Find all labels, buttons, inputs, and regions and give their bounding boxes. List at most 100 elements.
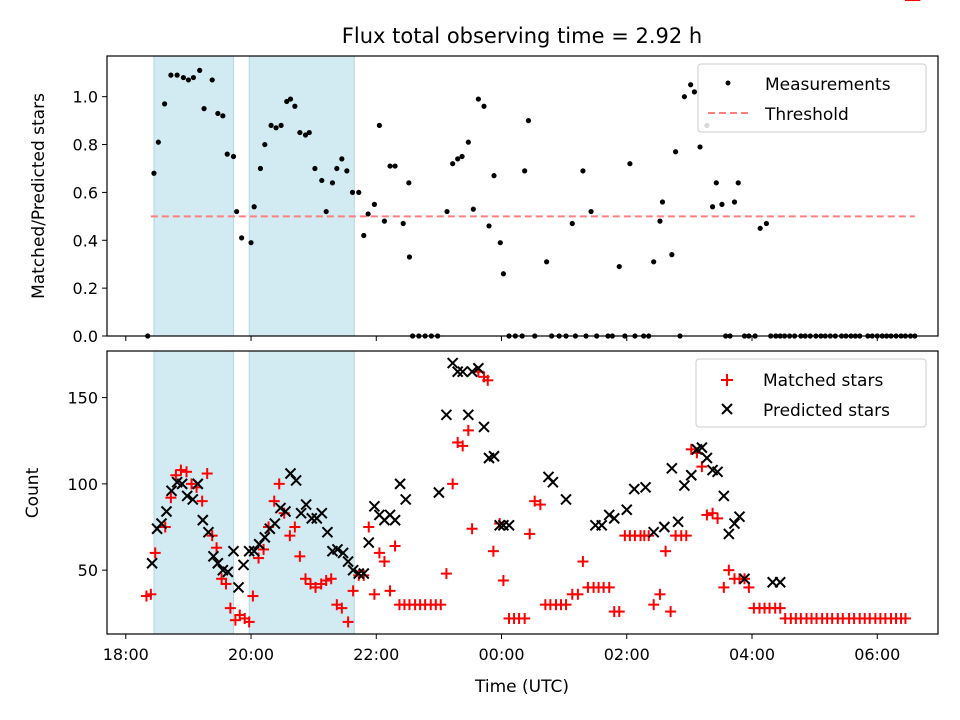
matched-star-point (224, 602, 236, 614)
predicted-star-point (774, 576, 786, 588)
matched-star-point (378, 556, 390, 568)
matched-star-point (363, 521, 375, 533)
predicted-star-point (160, 505, 173, 518)
measurement-point (230, 153, 237, 160)
measurements-points (145, 67, 918, 339)
predicted-star-point (306, 512, 318, 525)
matched-star-point (247, 590, 259, 602)
measurement-point (319, 177, 325, 184)
measurement-point (344, 168, 350, 174)
matched-star-point (643, 530, 655, 542)
matched-star-point (181, 466, 193, 478)
measurement-point (465, 139, 471, 145)
top-y-tick-label: 1.0 (73, 88, 98, 107)
matched-star-point (342, 616, 354, 628)
top-highlight-span (248, 55, 355, 337)
measurement-point (201, 106, 207, 112)
measurement-point (525, 118, 532, 124)
matched-star-point (529, 495, 541, 507)
predicted-star-point (478, 421, 490, 433)
predicted-star-point (146, 557, 158, 569)
legend-predicted-marker (721, 403, 733, 415)
chart-title: Flux total observing time = 2.92 h (342, 24, 702, 48)
measurement-point (209, 77, 215, 83)
predicted-star-point (165, 485, 178, 497)
predicted-star-point (711, 466, 724, 478)
predicted-star-point (647, 526, 660, 538)
matched-star-point (336, 602, 348, 614)
matched-star-point (389, 540, 401, 552)
x-tick-label: 20:00 (228, 645, 274, 664)
measurement-point (455, 156, 461, 162)
measurement-point (491, 173, 497, 179)
measurement-point (180, 74, 186, 81)
x-tick-label: 06:00 (854, 645, 900, 664)
measurement-point (190, 74, 197, 81)
measurement-point (215, 110, 221, 117)
measurement-point (400, 220, 406, 227)
matched-star-point (457, 440, 469, 452)
measurement-point (339, 156, 345, 162)
predicted-star-point (728, 517, 741, 530)
top-axes-frame (106, 55, 939, 337)
predicted-star-point (259, 531, 271, 544)
matched-star-point (435, 599, 447, 611)
predicted-star-point (462, 409, 475, 421)
top-y-tick-label: 0.4 (73, 231, 98, 250)
measurement-point (588, 208, 594, 215)
measurement-point (486, 223, 492, 229)
measurement-point (657, 218, 663, 224)
measurement-point (459, 153, 465, 160)
legend-threshold-label: Threshold (764, 105, 849, 125)
matched-stars-points (140, 0, 921, 628)
measurement-point (297, 129, 303, 136)
measurement-point (174, 72, 180, 78)
measurement-point (709, 204, 716, 210)
top-y-tick-label: 0.0 (73, 327, 98, 346)
predicted-star-point (451, 366, 464, 378)
bottom-y-axis-label: Count (23, 467, 43, 518)
measurement-point (392, 163, 398, 169)
legend-matched-label: Matched stars (763, 371, 883, 391)
predicted-star-point (331, 543, 344, 556)
measurement-point (361, 232, 367, 239)
measurement-point (185, 77, 192, 83)
bottom-legend: Matched stars Predicted stars (695, 358, 927, 428)
measurement-point (251, 204, 257, 210)
measurement-point (349, 189, 356, 196)
top-legend: Measurements Threshold (697, 63, 927, 133)
measurement-point (569, 220, 575, 227)
predicted-star-point (503, 519, 515, 531)
measurement-point (681, 94, 687, 100)
measurement-point (713, 180, 719, 186)
matched-star-point (243, 616, 255, 628)
measurement-point (234, 208, 240, 215)
predicted-star-point (456, 366, 469, 378)
predicted-star-point (658, 521, 671, 533)
matched-star-point (482, 374, 494, 386)
matched-star-point (347, 585, 359, 597)
matched-star-point (320, 575, 332, 587)
matched-star-point (149, 547, 161, 559)
measurement-point (334, 165, 340, 172)
x-tick-label: 22:00 (353, 645, 399, 664)
measurement-point (731, 199, 738, 205)
legend-matched-marker (721, 374, 733, 386)
matched-star-point (701, 509, 713, 521)
matched-star-point (899, 612, 911, 624)
matched-star-point (289, 521, 301, 533)
measurement-point (323, 208, 329, 215)
measurement-point (475, 96, 481, 102)
measurement-point (268, 122, 274, 129)
measurement-point (544, 259, 550, 265)
bottom-highlight-span (153, 350, 234, 635)
predicted-star-point (718, 490, 730, 502)
matched-star-point (534, 499, 546, 511)
matched-star-point (384, 585, 396, 597)
matched-star-point (487, 545, 499, 557)
measurement-point (659, 199, 666, 205)
measurement-point (168, 72, 174, 78)
predicted-star-point (493, 519, 506, 531)
measurement-point (287, 96, 294, 102)
